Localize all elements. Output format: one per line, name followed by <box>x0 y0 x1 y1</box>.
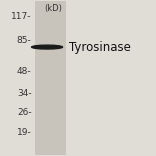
Bar <box>35 1 66 155</box>
Text: 48-: 48- <box>17 67 32 76</box>
Text: Tyrosinase: Tyrosinase <box>69 41 131 54</box>
Text: 26-: 26- <box>17 107 32 117</box>
Text: 85-: 85- <box>17 36 32 45</box>
Text: (kD): (kD) <box>44 4 62 13</box>
Text: 19-: 19- <box>17 128 32 137</box>
Ellipse shape <box>32 45 63 49</box>
Text: 117-: 117- <box>11 12 32 21</box>
Text: 34-: 34- <box>17 89 32 98</box>
